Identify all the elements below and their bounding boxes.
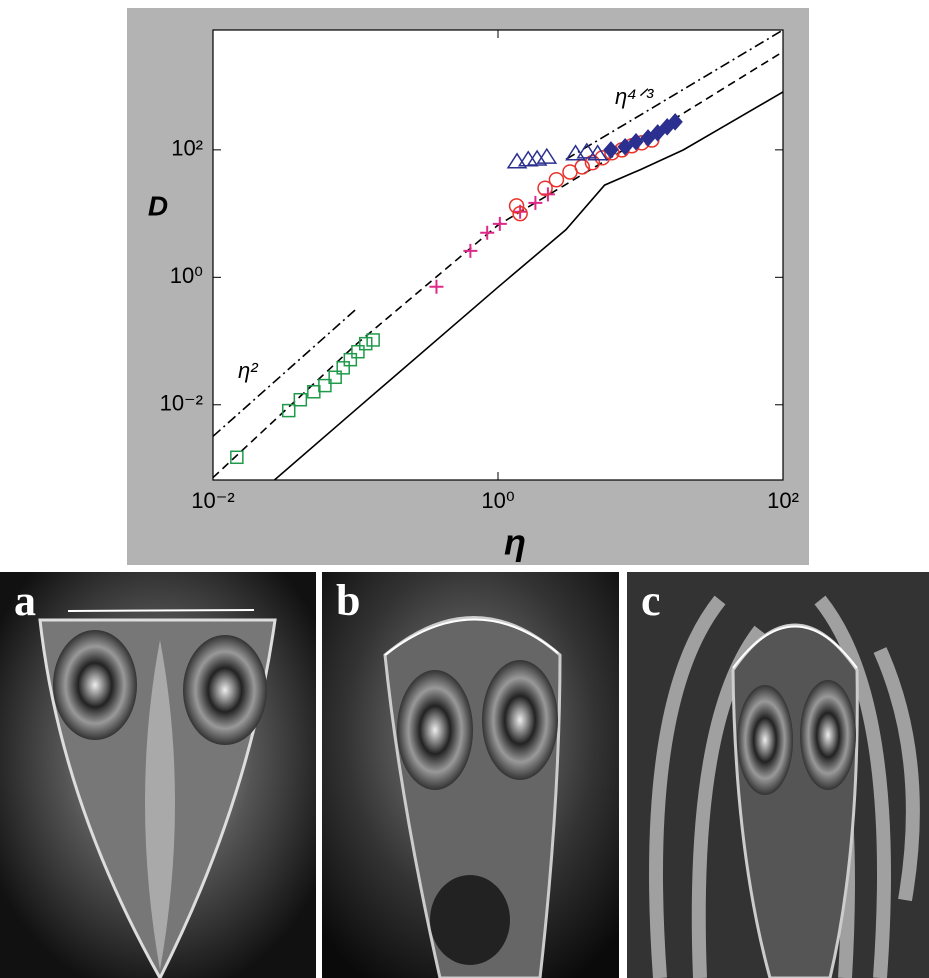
y-tick-label: 10⁰ (170, 263, 203, 288)
plot-area (213, 30, 783, 480)
annotation: η⁴ᐟ³ (615, 84, 654, 109)
photo-c (627, 572, 929, 978)
x-tick-label: 10⁻² (191, 488, 234, 513)
x-axis-label: η (504, 522, 526, 563)
annotation: η² (238, 358, 258, 383)
figure: a b c D η η² η⁴ᐟ³ 10⁻² 10⁰ 10² 10⁻² 10⁰ 10² (0, 0, 929, 978)
x-tick-label: 10⁰ (481, 488, 514, 513)
panel-label: a (14, 576, 36, 625)
y-tick-label: 10⁻² (160, 391, 203, 416)
y-axis-label: D (148, 190, 168, 221)
photo-a (0, 572, 316, 978)
panel-label: b (336, 576, 360, 625)
x-tick-label: 10² (767, 488, 799, 513)
photo-b (322, 572, 619, 978)
y-tick-label: 10² (171, 136, 203, 161)
panel-label: c (641, 576, 661, 625)
